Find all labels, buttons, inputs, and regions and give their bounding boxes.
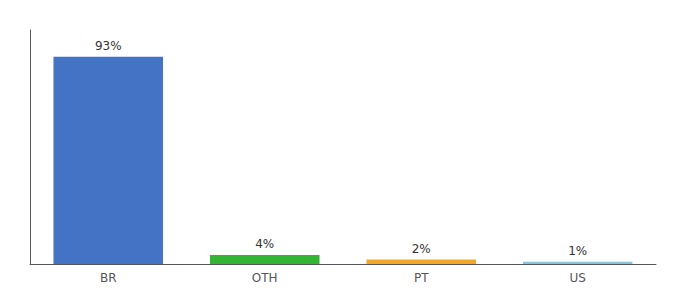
svg-text:4%: 4%: [255, 237, 274, 251]
svg-text:1%: 1%: [568, 244, 587, 258]
svg-text:93%: 93%: [95, 39, 122, 53]
svg-text:US: US: [570, 271, 586, 285]
svg-text:BR: BR: [100, 271, 117, 285]
svg-text:2%: 2%: [412, 242, 431, 256]
svg-text:PT: PT: [414, 271, 429, 285]
svg-text:OTH: OTH: [252, 271, 278, 285]
